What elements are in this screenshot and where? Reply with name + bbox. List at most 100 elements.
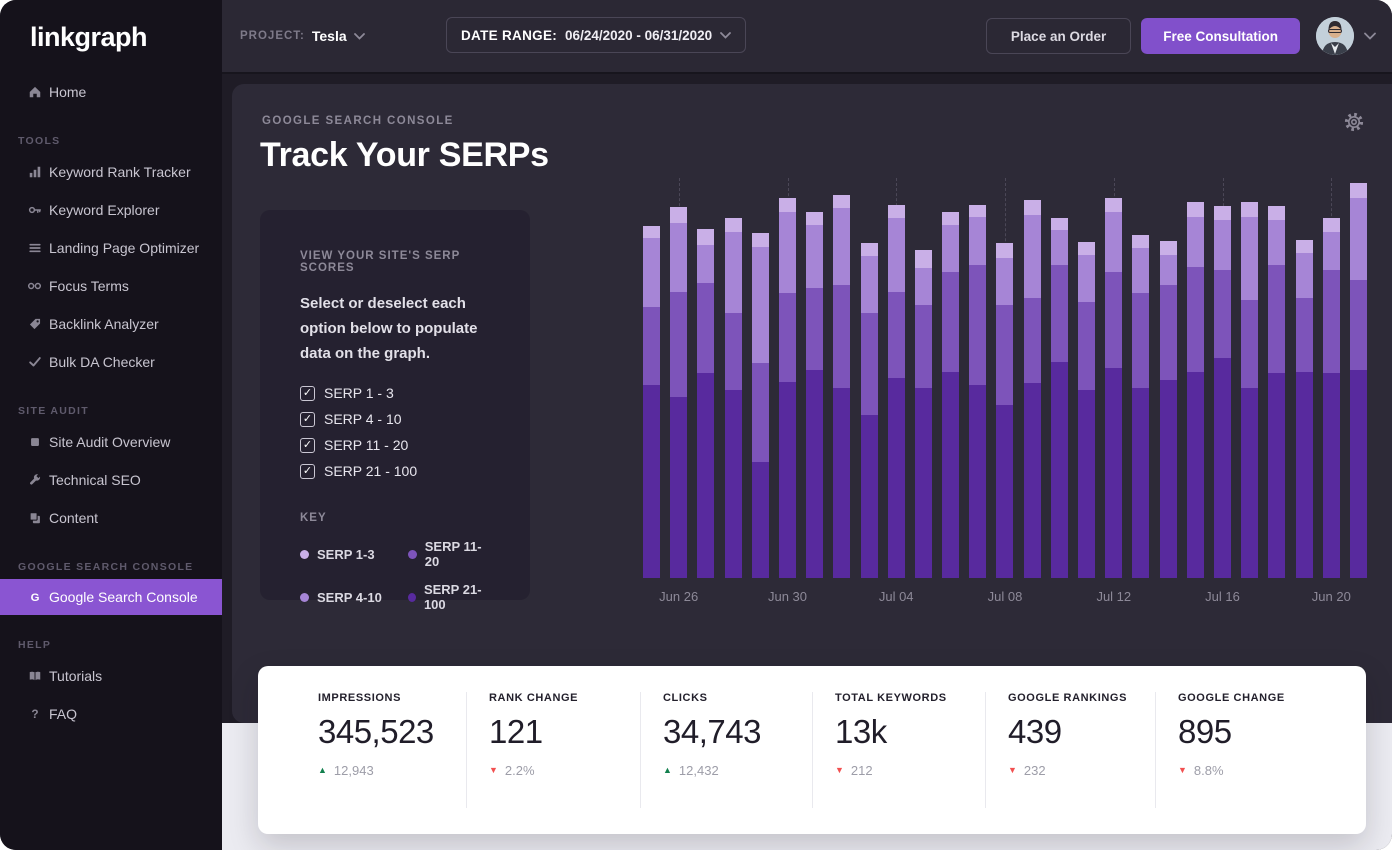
legend-item-serp-11-20: SERP 11-20: [408, 539, 494, 569]
bar-segment-serp-21-100: [806, 370, 824, 578]
stat-delta: ▼ 2.2%: [489, 763, 640, 778]
bar-group: [1050, 218, 1068, 578]
bar-segment-serp-4-10: [833, 208, 851, 285]
legend-label: SERP 11-20: [424, 539, 482, 569]
bar-segment-serp-21-100: [914, 388, 932, 578]
bar-segment-serp-11-20: [751, 363, 769, 462]
bar-group: [996, 243, 1014, 578]
panel-description: Select or deselect each option below to …: [300, 295, 478, 362]
page-title: Track Your SERPs: [260, 136, 549, 174]
bar-segment-serp-1-3: [1050, 218, 1068, 230]
bar-segment-serp-1-3: [1295, 240, 1313, 253]
free-consultation-button[interactable]: Free Consultation: [1141, 18, 1300, 54]
bar-segment-serp-21-100: [1241, 388, 1259, 578]
bar-group: [1159, 241, 1177, 578]
bar-segment-serp-21-100: [697, 373, 715, 578]
sidebar-item-home[interactable]: Home: [0, 73, 222, 111]
sidebar-item-landing-page-optimizer[interactable]: Landing Page Optimizer: [0, 229, 222, 267]
sidebar-item-label: Site Audit Overview: [49, 434, 171, 450]
serp-checkbox-serp-21-100[interactable]: ✓ SERP 21 - 100: [300, 458, 494, 484]
sidebar-item-label: Backlink Analyzer: [49, 316, 159, 332]
stats-summary-card: IMPRESSIONS 345,523 ▲ 12,943 RANK CHANGE 121 ▼…: [258, 666, 1366, 834]
legend-dot-icon: [408, 549, 417, 559]
bar-group: [778, 198, 796, 578]
legend-label: SERP 1-3: [317, 546, 375, 562]
bar-segment-serp-21-100: [1349, 370, 1367, 578]
stat-clicks: CLICKS 34,743 ▲ 12,432: [640, 692, 812, 808]
bar-segment-serp-11-20: [887, 292, 905, 378]
bar-segment-serp-1-3: [942, 212, 960, 225]
sidebar-item-label: Home: [49, 84, 87, 100]
bar-segment-serp-21-100: [833, 388, 851, 578]
sidebar-item-backlink-analyzer[interactable]: Backlink Analyzer: [0, 305, 222, 343]
sidebar-section-title-tools: TOOLS: [18, 135, 61, 147]
bar-segment-serp-4-10: [697, 245, 715, 283]
sidebar-item-content[interactable]: Content: [0, 499, 222, 537]
stat-delta-value: 12,432: [678, 763, 719, 778]
serp-checkbox-serp-1-3[interactable]: ✓ SERP 1 - 3: [300, 380, 494, 406]
chevron-down-icon: [720, 31, 732, 39]
sidebar-item-keyword-explorer[interactable]: Keyword Explorer: [0, 191, 222, 229]
bar-segment-serp-11-20: [697, 283, 715, 373]
bar-segment-serp-1-3: [1159, 241, 1177, 255]
sidebar-item-label: Google Search Console: [49, 589, 198, 605]
avatar[interactable]: [1316, 17, 1354, 55]
bar-group: [969, 205, 987, 578]
sidebar-item-tutorials[interactable]: Tutorials: [0, 657, 222, 695]
topbar: PROJECT: Tesla DATE RANGE: 06/24/2020 - …: [222, 0, 1392, 74]
bar-segment-serp-1-3: [1186, 202, 1204, 217]
bar-group: [1078, 242, 1095, 578]
bar-segment-serp-4-10: [806, 225, 824, 288]
sidebar-item-site-audit-overview[interactable]: Site Audit Overview: [0, 423, 222, 461]
date-range-selector[interactable]: DATE RANGE: 06/24/2020 - 06/31/2020: [446, 17, 747, 53]
sidebar: linkgraph Home TOOLS Keyword Rank Tracker K…: [0, 0, 222, 850]
sidebar-item-technical-seo[interactable]: Technical SEO: [0, 461, 222, 499]
bar-segment-serp-4-10: [643, 238, 660, 307]
account-menu-chevron-icon[interactable]: [1364, 32, 1376, 40]
serp-checkbox-serp-4-10[interactable]: ✓ SERP 4 - 10: [300, 406, 494, 432]
bar-segment-serp-11-20: [1050, 265, 1068, 362]
bar-segment-serp-11-20: [1159, 285, 1177, 380]
bar-segment-serp-11-20: [969, 265, 987, 385]
x-axis-tick-label: Jul 12: [1096, 589, 1132, 604]
svg-text:G: G: [30, 592, 39, 604]
bar-segment-serp-21-100: [1023, 383, 1041, 578]
brand-logo: linkgraph: [30, 22, 148, 52]
bar-segment-serp-1-3: [778, 198, 796, 212]
sidebar-item-focus-terms[interactable]: Focus Terms: [0, 267, 222, 305]
sidebar-item-bulk-da-checker[interactable]: Bulk DA Checker: [0, 343, 222, 381]
stat-value: 121: [489, 713, 543, 750]
place-order-button[interactable]: Place an Order: [985, 18, 1132, 54]
check-icon: [27, 355, 42, 370]
bar-segment-serp-1-3: [969, 205, 987, 217]
bar-segment-serp-4-10: [1349, 198, 1367, 280]
legend-item-serp-1-3: SERP 1-3: [300, 539, 408, 569]
bar-segment-serp-1-3: [806, 212, 824, 225]
bar-segment-serp-4-10: [724, 232, 742, 313]
bar-segment-serp-1-3: [914, 250, 932, 268]
chevron-down-icon: [353, 32, 365, 40]
google-g-icon: G: [27, 590, 42, 605]
bar-segment-serp-11-20: [643, 307, 660, 385]
bar-segment-serp-21-100: [1295, 372, 1313, 578]
bar-group: [887, 205, 905, 578]
bar-segment-serp-11-20: [724, 313, 742, 390]
sidebar-item-label: Landing Page Optimizer: [49, 240, 200, 256]
delta-down-triangle-icon: ▼: [1008, 765, 1017, 775]
project-selector[interactable]: PROJECT: Tesla: [240, 0, 365, 72]
bar-segment-serp-11-20: [942, 272, 960, 372]
bar-segment-serp-11-20: [670, 292, 688, 397]
bar-segment-serp-1-3: [1213, 206, 1231, 220]
sidebar-item-faq[interactable]: ? FAQ: [0, 695, 222, 733]
sidebar-item-google-search-console[interactable]: G Google Search Console: [0, 579, 222, 615]
settings-gear-icon[interactable]: [1343, 111, 1365, 138]
serp-tracking-card: GOOGLE SEARCH CONSOLE Track Your SERPs V…: [232, 84, 1392, 723]
sidebar-item-keyword-rank-tracker[interactable]: Keyword Rank Tracker: [0, 153, 222, 191]
stat-delta: ▲ 12,432: [663, 763, 812, 778]
bar-segment-serp-4-10: [670, 223, 688, 292]
serp-checkbox-serp-11-20[interactable]: ✓ SERP 11 - 20: [300, 432, 494, 458]
delta-down-triangle-icon: ▼: [489, 765, 498, 775]
bar-segment-serp-11-20: [1213, 270, 1231, 358]
book-icon: [27, 669, 42, 684]
